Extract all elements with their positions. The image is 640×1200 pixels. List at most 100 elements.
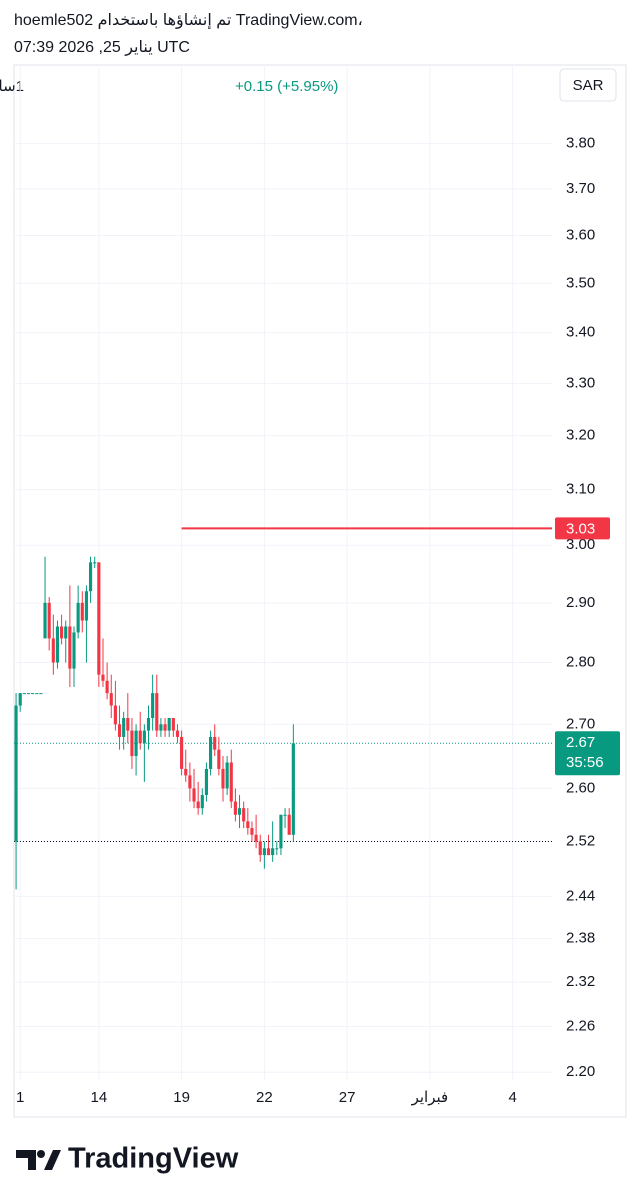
candle-body [105, 680, 109, 694]
candle-body [225, 762, 229, 789]
candle-body [163, 724, 167, 731]
x-tick-label: 19 [173, 1089, 190, 1106]
candle-body [122, 718, 126, 737]
currency-label[interactable]: SAR [573, 77, 604, 94]
candle-body [22, 693, 26, 695]
logo-text: TradingView [68, 1143, 239, 1175]
y-tick-label: 2.38 [566, 930, 595, 947]
y-tick-label: 2.26 [566, 1018, 595, 1035]
symbol-info: 1ساعة · صادرات · TADAWUL [0, 78, 24, 95]
candle-body [109, 693, 113, 706]
price-change: +0.15 (+5.95%) [235, 78, 338, 95]
candle-body [246, 821, 250, 829]
y-tick-label: 3.80 [566, 135, 595, 152]
candle-body [64, 626, 68, 639]
y-tick-label: 2.90 [566, 594, 595, 611]
candle-body [55, 626, 60, 663]
last-price-bg [555, 731, 620, 776]
candle-body [31, 693, 35, 695]
candle-body [84, 591, 88, 621]
candle-body [275, 848, 279, 850]
candle-body [130, 730, 134, 757]
candle-body [209, 736, 213, 769]
candle-body [126, 718, 130, 731]
candle-body [192, 788, 196, 802]
y-tick-label: 3.10 [566, 481, 595, 498]
candle-body [175, 730, 180, 737]
candle-body [68, 626, 72, 669]
candle-body [18, 693, 22, 706]
chart-frame [13, 64, 627, 1118]
candle-body [80, 602, 84, 621]
candle-body [233, 801, 237, 815]
countdown-label: 35:56 [566, 754, 604, 771]
candle-body [146, 718, 151, 731]
y-tick-label: 2.20 [566, 1063, 595, 1080]
candle-body [283, 814, 287, 816]
candle-body [204, 768, 209, 795]
candle-body [271, 848, 275, 856]
candle-body [188, 775, 192, 789]
currency-button[interactable] [559, 68, 617, 102]
candle-body [250, 828, 254, 835]
y-tick-label: 3.20 [566, 427, 595, 444]
candle-body [155, 693, 159, 731]
candle-body [60, 626, 64, 639]
y-tick-label: 3.00 [566, 536, 595, 553]
candle-body [76, 602, 80, 633]
candle-body [134, 730, 138, 757]
candle-body [39, 693, 43, 695]
candle-body [196, 801, 200, 809]
candle-body [167, 718, 171, 731]
candle-body [258, 841, 262, 856]
y-tick-label: 2.32 [566, 973, 595, 990]
x-tick-label: 27 [339, 1089, 356, 1106]
header-date: 07:39 2026 ,25 يناير UTC [14, 39, 190, 57]
y-tick-label: 3.70 [566, 180, 595, 197]
candle-body [51, 638, 55, 663]
y-tick-label: 3.50 [566, 274, 595, 291]
candle-body [180, 736, 184, 769]
candle-body [43, 602, 47, 639]
alert-label-bg [555, 517, 610, 540]
y-tick-label: 2.80 [566, 653, 595, 670]
header-line: hoemle502 تم إنشاؤها باستخدام TradingVie… [14, 12, 363, 30]
x-tick-label: 14 [90, 1089, 107, 1106]
candle-body [266, 848, 271, 856]
candle-body [200, 794, 204, 809]
y-tick-label: 2.70 [566, 715, 595, 732]
candle-body [287, 814, 291, 835]
candle-body [47, 602, 51, 639]
x-tick-label: 4 [509, 1089, 517, 1106]
candle-body [217, 749, 221, 769]
logo [16, 1150, 61, 1170]
candle-body [213, 736, 217, 750]
candle-body [72, 632, 76, 669]
candle-body [101, 674, 105, 681]
candle-body [88, 562, 93, 592]
candle-body [254, 834, 258, 842]
candle-body [184, 768, 188, 776]
candle-body [113, 705, 117, 725]
y-tick-label: 2.44 [566, 887, 595, 904]
y-tick-label: 3.40 [566, 324, 595, 341]
candle-body [93, 562, 97, 564]
candle-body [237, 808, 242, 815]
last-price-label: 2.67 [566, 734, 595, 751]
x-tick-label: 22 [256, 1089, 273, 1106]
candle-body [138, 730, 142, 744]
candle-body [117, 724, 122, 737]
candle-body [97, 562, 101, 675]
plot: 3.80 3.70 3.60 3.50 3.40 3.30 3.20 3.10 3.00 2.90… [14, 65, 620, 1106]
x-tick-label: 1 [16, 1089, 24, 1106]
candle-body [229, 762, 233, 802]
candle-body [291, 743, 295, 835]
candle-body [159, 724, 163, 731]
y-tick-label: 2.60 [566, 779, 595, 796]
candle-body [279, 814, 283, 849]
x-tick-label: فبراير [411, 1089, 449, 1106]
candle-body [151, 693, 155, 719]
candle-body [35, 693, 39, 695]
